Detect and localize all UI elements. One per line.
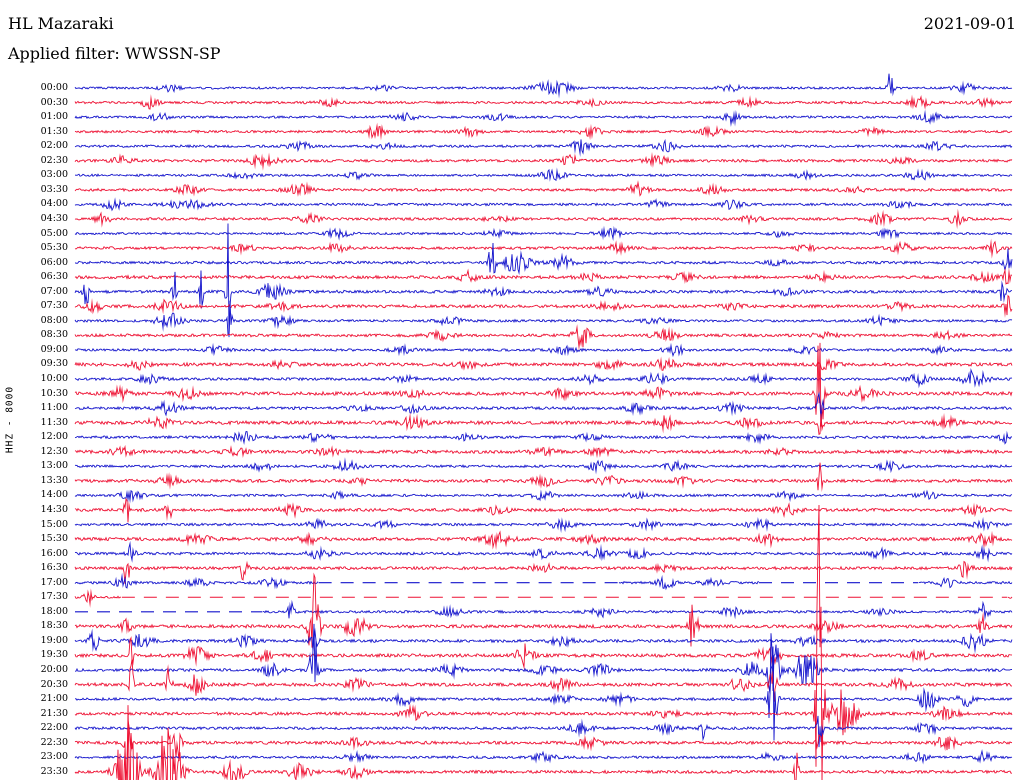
time-label: 09:00 — [40, 343, 68, 355]
time-label: 21:30 — [40, 707, 68, 719]
time-label: 13:00 — [40, 460, 68, 472]
time-label: 15:00 — [40, 518, 68, 530]
time-label: 08:00 — [40, 314, 68, 326]
time-label: 05:00 — [40, 227, 68, 239]
time-label: 14:30 — [40, 503, 68, 515]
time-label: 02:00 — [40, 140, 68, 152]
time-label: 23:00 — [40, 751, 68, 763]
time-label: 07:30 — [40, 300, 68, 312]
time-label: 11:00 — [40, 402, 68, 414]
time-label: 06:00 — [40, 256, 68, 268]
time-label: 12:30 — [40, 445, 68, 457]
time-label: 21:00 — [40, 693, 68, 705]
time-label: 11:30 — [40, 416, 68, 428]
time-label: 20:30 — [40, 678, 68, 690]
time-label: 00:00 — [40, 82, 68, 93]
time-label: 23:30 — [40, 765, 68, 777]
time-label: 00:30 — [40, 96, 68, 108]
time-label: 07:00 — [40, 285, 68, 297]
time-label: 18:00 — [40, 605, 68, 617]
time-label: 13:30 — [40, 474, 68, 486]
time-label: 01:00 — [40, 111, 68, 123]
time-label: 08:30 — [40, 329, 68, 341]
time-label: 16:00 — [40, 547, 68, 559]
time-label: 18:30 — [40, 620, 68, 632]
time-label: 03:30 — [40, 183, 68, 195]
time-label: 17:00 — [40, 576, 68, 588]
time-label: 19:00 — [40, 634, 68, 646]
time-label: 22:00 — [40, 722, 68, 734]
time-label: 06:30 — [40, 271, 68, 283]
time-label: 14:00 — [40, 489, 68, 501]
time-label: 03:00 — [40, 169, 68, 181]
time-label: 22:30 — [40, 736, 68, 748]
time-label: 04:00 — [40, 198, 68, 210]
time-label: 10:30 — [40, 387, 68, 399]
time-label: 12:00 — [40, 431, 68, 443]
time-label: 04:30 — [40, 212, 68, 224]
time-label: 20:00 — [40, 664, 68, 675]
time-label: 02:30 — [40, 154, 68, 166]
time-label: 09:30 — [40, 358, 68, 370]
time-label: 01:30 — [40, 125, 68, 137]
time-label: 16:30 — [40, 562, 68, 574]
time-label: 17:30 — [40, 591, 68, 603]
time-label: 19:30 — [40, 649, 68, 661]
time-label: 05:30 — [40, 242, 68, 254]
time-label: 15:30 — [40, 533, 68, 545]
time-label: 10:00 — [40, 373, 68, 384]
